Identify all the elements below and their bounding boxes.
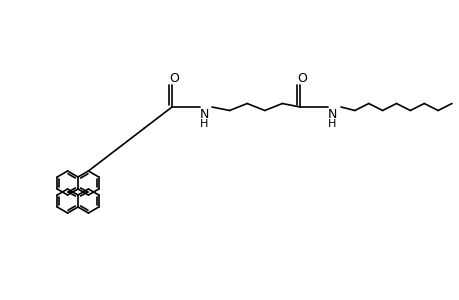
Text: H: H (327, 119, 336, 129)
Text: N: N (327, 109, 336, 122)
Text: H: H (199, 119, 208, 129)
Text: O: O (169, 71, 179, 85)
Text: N: N (199, 109, 208, 122)
Text: O: O (297, 71, 306, 85)
